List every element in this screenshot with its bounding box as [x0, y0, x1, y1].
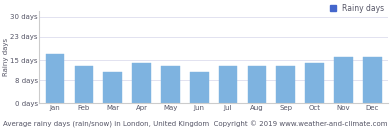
Bar	[305, 63, 324, 103]
Bar	[363, 57, 382, 103]
Bar	[75, 66, 93, 103]
Bar	[248, 66, 266, 103]
Bar	[132, 63, 151, 103]
Bar	[46, 54, 65, 103]
Bar	[334, 57, 353, 103]
Bar	[219, 66, 237, 103]
Bar	[276, 66, 295, 103]
Legend: Rainy days: Rainy days	[330, 4, 384, 13]
Bar	[161, 66, 180, 103]
Bar	[103, 72, 122, 103]
Y-axis label: Rainy days: Rainy days	[3, 38, 9, 76]
Bar	[190, 72, 209, 103]
Text: Average rainy days (rain/snow) in London, United Kingdom  Copyright © 2019 www.w: Average rainy days (rain/snow) in London…	[3, 120, 388, 128]
